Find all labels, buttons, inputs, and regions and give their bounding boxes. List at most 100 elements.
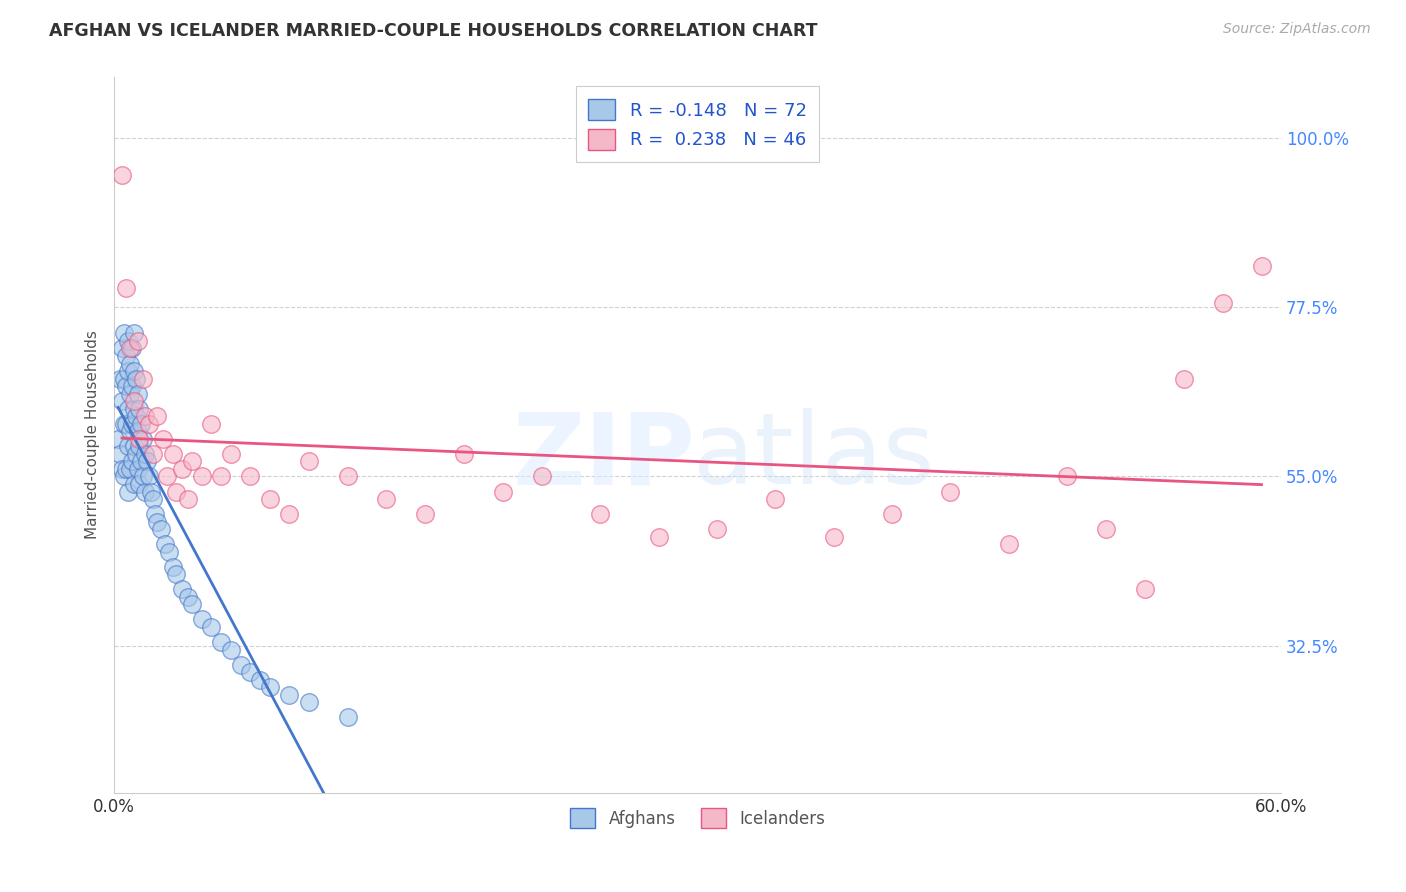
Point <box>415 507 437 521</box>
Point <box>146 409 169 424</box>
Point <box>122 326 145 341</box>
Point <box>589 507 612 521</box>
Point <box>162 559 184 574</box>
Point <box>162 447 184 461</box>
Point <box>115 349 138 363</box>
Point <box>121 342 143 356</box>
Point <box>249 673 271 687</box>
Point <box>259 491 281 506</box>
Point <box>112 417 135 431</box>
Point <box>127 425 149 439</box>
Point <box>1056 469 1078 483</box>
Point <box>122 477 145 491</box>
Point <box>122 364 145 378</box>
Point <box>152 432 174 446</box>
Point <box>530 469 553 483</box>
Point <box>997 537 1019 551</box>
Point <box>128 439 150 453</box>
Point <box>298 695 321 709</box>
Point <box>278 507 301 521</box>
Point <box>118 386 141 401</box>
Point <box>115 281 138 295</box>
Point <box>124 371 146 385</box>
Point <box>121 379 143 393</box>
Point <box>134 447 156 461</box>
Point <box>117 364 139 378</box>
Point <box>200 620 222 634</box>
Point <box>134 409 156 424</box>
Point <box>136 454 159 468</box>
Point <box>122 439 145 453</box>
Point <box>111 462 134 476</box>
Point <box>239 469 262 483</box>
Point <box>117 484 139 499</box>
Point <box>128 432 150 446</box>
Point <box>131 454 153 468</box>
Point <box>122 394 145 409</box>
Point <box>219 642 242 657</box>
Point <box>239 665 262 680</box>
Point <box>190 469 212 483</box>
Point <box>121 417 143 431</box>
Point <box>132 469 155 483</box>
Point <box>219 447 242 461</box>
Point <box>128 401 150 416</box>
Point <box>1095 522 1118 536</box>
Point <box>132 432 155 446</box>
Point <box>108 371 131 385</box>
Point <box>157 545 180 559</box>
Point <box>647 530 669 544</box>
Point <box>118 425 141 439</box>
Point <box>115 379 138 393</box>
Point <box>131 417 153 431</box>
Point <box>1212 296 1234 310</box>
Point <box>177 590 200 604</box>
Point <box>138 417 160 431</box>
Point <box>111 169 134 183</box>
Point <box>117 334 139 348</box>
Point <box>118 462 141 476</box>
Point <box>190 613 212 627</box>
Point <box>134 484 156 499</box>
Point <box>112 326 135 341</box>
Point <box>209 635 232 649</box>
Point <box>453 447 475 461</box>
Point <box>706 522 728 536</box>
Point <box>115 417 138 431</box>
Point <box>132 371 155 385</box>
Point <box>142 447 165 461</box>
Text: ZIP: ZIP <box>513 408 696 505</box>
Point <box>127 462 149 476</box>
Point <box>823 530 845 544</box>
Point <box>111 394 134 409</box>
Point <box>112 371 135 385</box>
Point <box>117 439 139 453</box>
Legend: Afghans, Icelanders: Afghans, Icelanders <box>564 802 831 834</box>
Point <box>127 334 149 348</box>
Point <box>149 522 172 536</box>
Point <box>118 342 141 356</box>
Point <box>124 447 146 461</box>
Point <box>181 598 204 612</box>
Point <box>124 409 146 424</box>
Point <box>177 491 200 506</box>
Point <box>156 469 179 483</box>
Point <box>172 462 194 476</box>
Point <box>139 484 162 499</box>
Point <box>115 462 138 476</box>
Text: AFGHAN VS ICELANDER MARRIED-COUPLE HOUSEHOLDS CORRELATION CHART: AFGHAN VS ICELANDER MARRIED-COUPLE HOUSE… <box>49 22 818 40</box>
Point <box>153 537 176 551</box>
Point <box>209 469 232 483</box>
Point <box>165 567 187 582</box>
Point <box>146 515 169 529</box>
Point <box>128 477 150 491</box>
Point <box>142 491 165 506</box>
Point <box>1133 582 1156 597</box>
Point <box>108 447 131 461</box>
Point <box>127 386 149 401</box>
Point <box>880 507 903 521</box>
Point <box>111 342 134 356</box>
Point <box>112 469 135 483</box>
Point <box>939 484 962 499</box>
Point <box>1250 259 1272 273</box>
